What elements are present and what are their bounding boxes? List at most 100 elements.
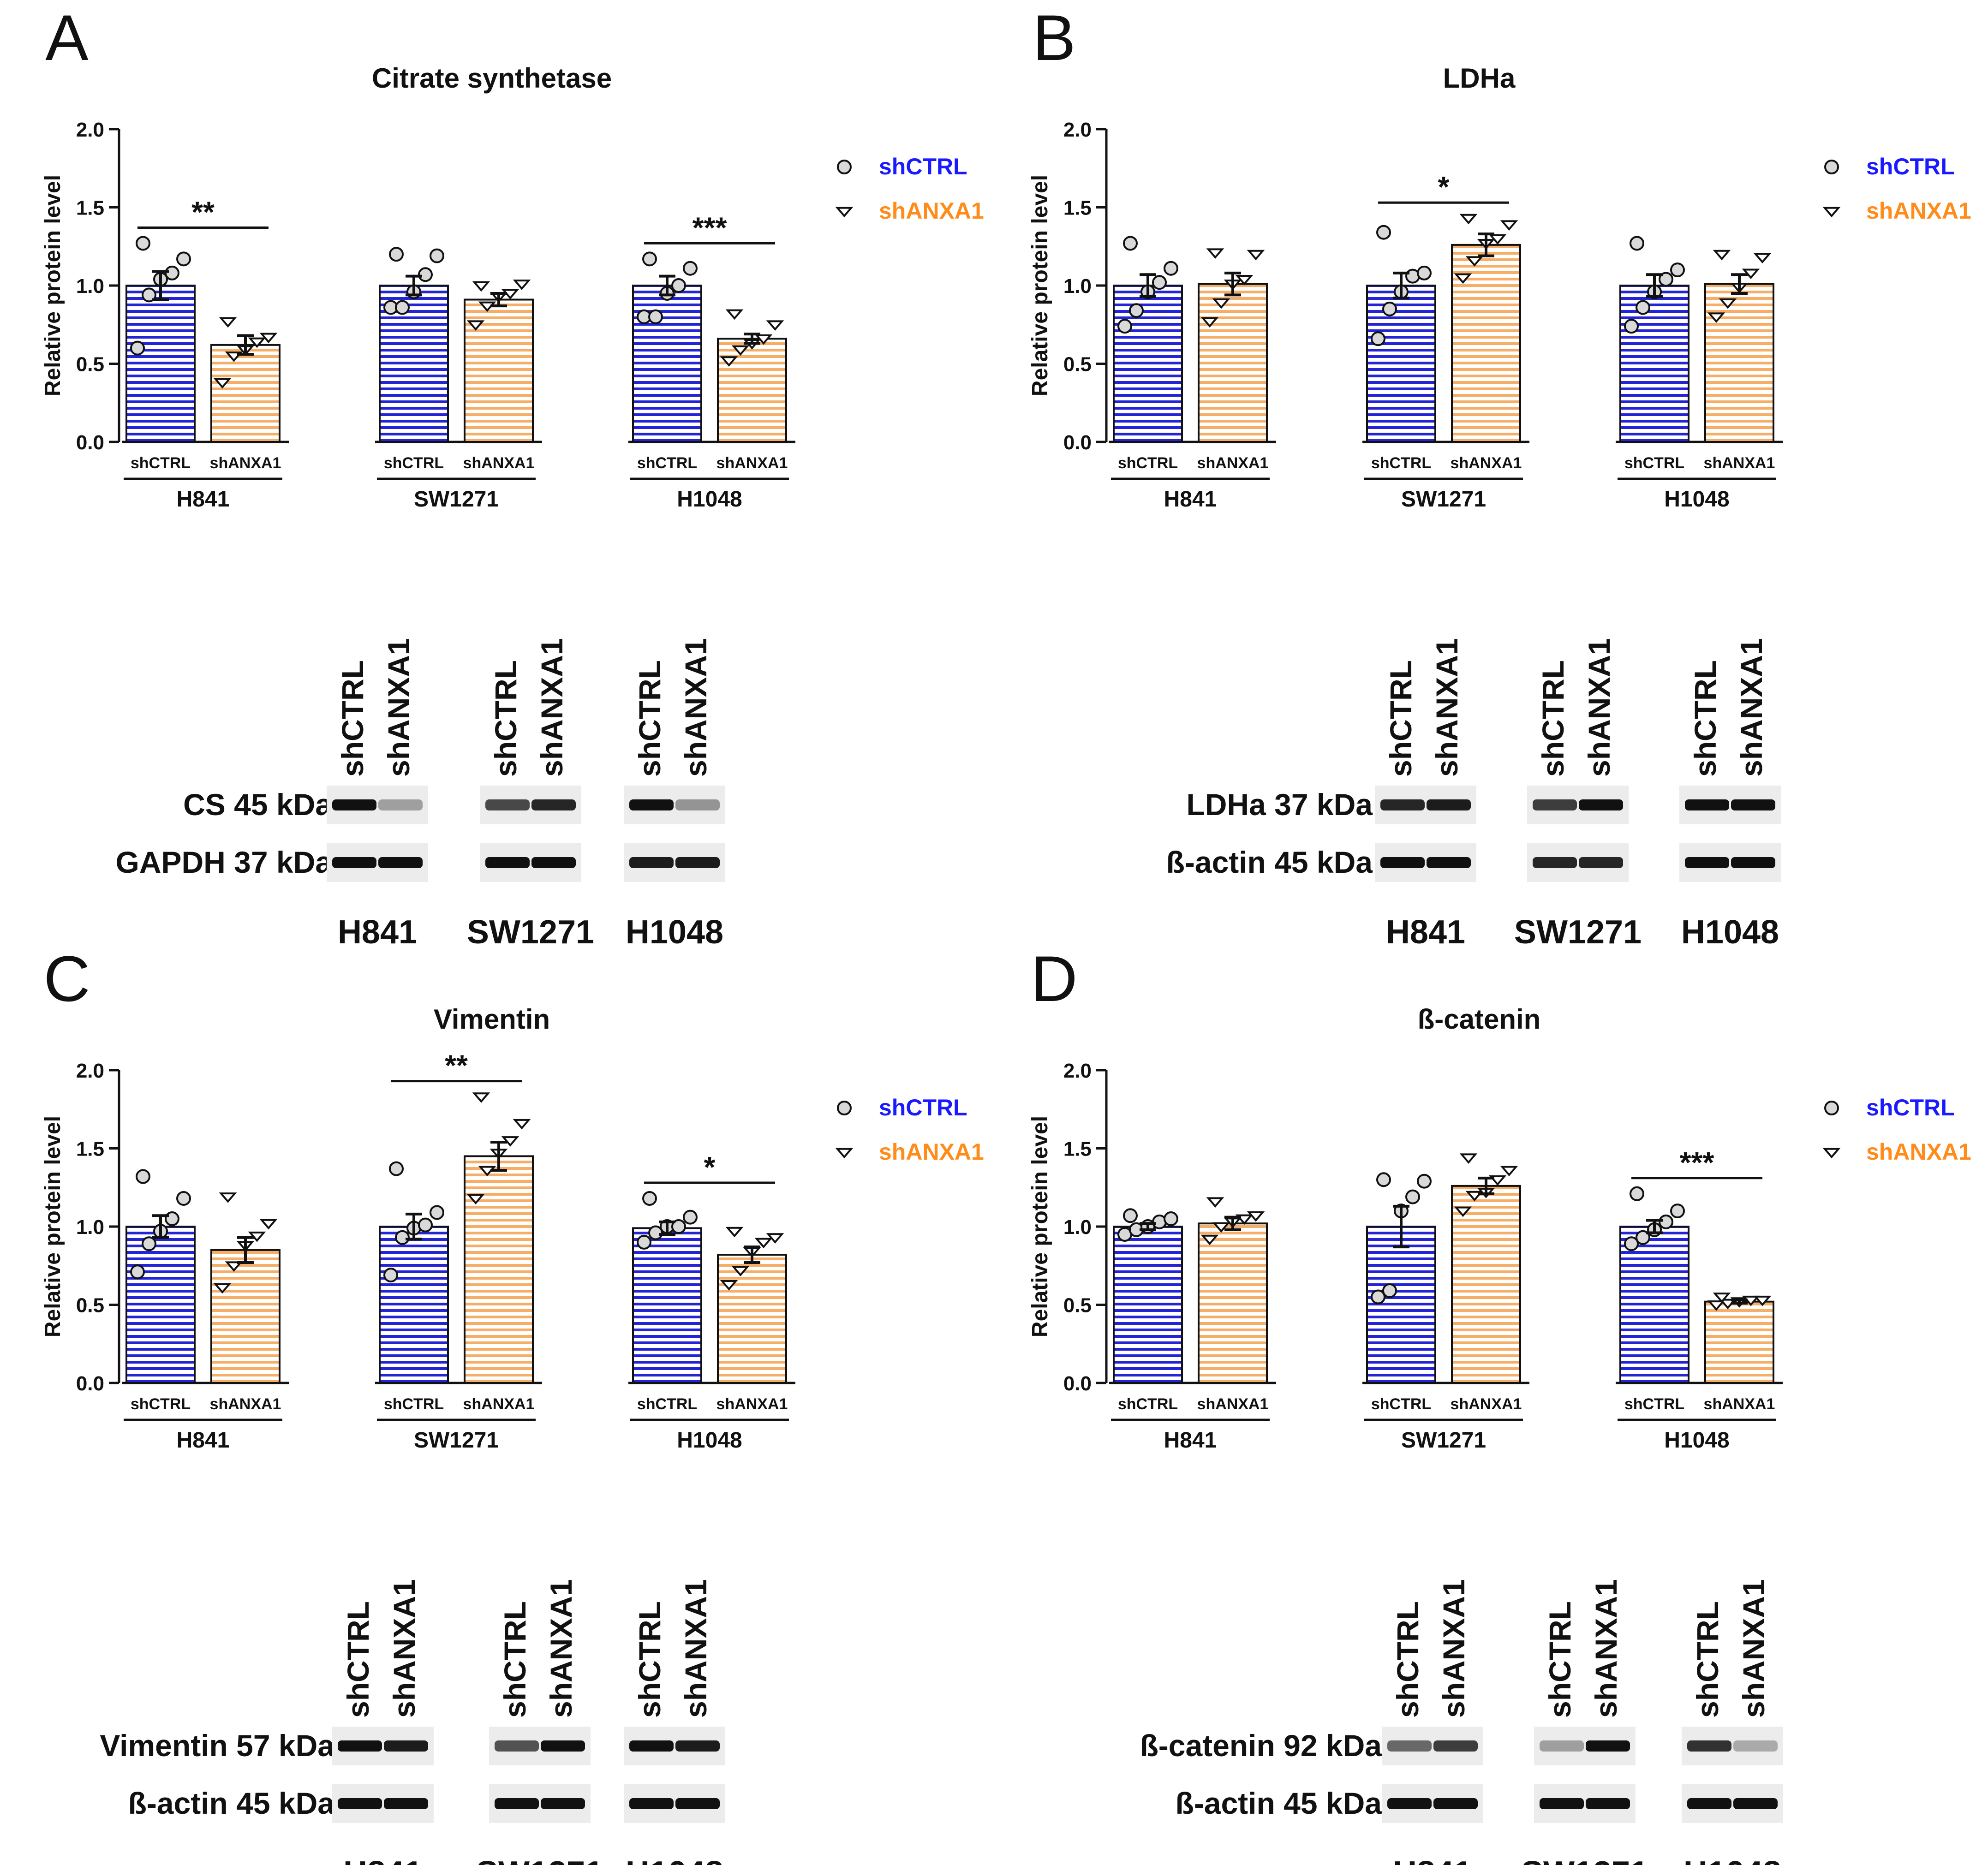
data-point-shanxa1 — [766, 320, 784, 331]
cell-line-label: SW1271 — [414, 487, 499, 512]
chart-A: A Citrate synthetase 0.0 0.5 1.0 1.5 2.0 Relati… — [41, 1, 984, 512]
bar-shanxa1-sw1271 — [464, 1155, 534, 1384]
data-point-shctrl — [1670, 1204, 1685, 1219]
data-point-shanxa1 — [466, 320, 485, 331]
western-blot-B: shCTRL shANXA1 shCTRL shANXA1 shCTRL shANXA1 L… — [1166, 638, 1781, 951]
condition-label: shANXA1 — [463, 454, 535, 472]
blot-band — [384, 1798, 428, 1809]
lane-label: shANXA1 — [382, 638, 416, 777]
condition-label: shANXA1 — [1451, 1395, 1522, 1413]
bar-shctrl-sw1271 — [1366, 1226, 1436, 1384]
lane-label: shCTRL — [633, 1601, 667, 1718]
blot-band — [675, 1740, 720, 1752]
data-point-shanxa1 — [1206, 248, 1224, 259]
chart-title: LDHa — [1443, 63, 1516, 94]
lane-label: shCTRL — [489, 660, 523, 777]
data-point-shanxa1 — [1212, 298, 1230, 309]
blot-row-label: Vimentin 57 kDa — [100, 1728, 335, 1763]
y-tick-label: 1.5 — [1063, 197, 1092, 220]
lane-label: shANXA1 — [1737, 1579, 1771, 1718]
data-point-shanxa1 — [219, 317, 237, 328]
condition-label: shANXA1 — [463, 1395, 535, 1413]
y-tick-label: 0.0 — [1063, 1372, 1092, 1395]
data-point-shctrl — [165, 1211, 179, 1227]
significance-stars: ** — [191, 195, 215, 228]
blot-band — [485, 799, 530, 810]
blot-band — [675, 857, 720, 868]
panel-letter: D — [1031, 942, 1077, 1015]
data-point-shctrl — [637, 1234, 651, 1250]
cell-line-label: H841 — [1164, 487, 1217, 512]
data-point-shanxa1 — [720, 356, 738, 367]
blot-band — [1427, 857, 1471, 868]
blot-band — [541, 1798, 585, 1809]
data-point-shctrl — [1117, 319, 1132, 334]
data-point-shanxa1 — [1500, 1166, 1518, 1177]
blot-band — [675, 799, 720, 810]
condition-label: shCTRL — [1624, 454, 1684, 472]
data-point-shanxa1 — [1206, 1197, 1224, 1208]
data-point-shanxa1 — [1707, 1300, 1725, 1311]
data-point-shanxa1 — [1500, 220, 1518, 231]
data-point-shanxa1 — [1753, 1295, 1772, 1306]
data-point-shanxa1 — [213, 1283, 232, 1294]
western-blot-D: shCTRL shANXA1 shCTRL shANXA1 shCTRL shANXA1 ß… — [1140, 1579, 1783, 1865]
data-point-shanxa1 — [1719, 298, 1737, 309]
data-point-shanxa1 — [219, 1192, 237, 1203]
data-point-shanxa1 — [1247, 1211, 1265, 1222]
blot-band — [1586, 1798, 1630, 1809]
data-point-shctrl — [683, 261, 698, 276]
blot-band — [1433, 1740, 1478, 1752]
panel-letter: C — [43, 942, 90, 1015]
condition-label: shANXA1 — [210, 1395, 281, 1413]
data-point-shctrl — [1376, 225, 1391, 240]
data-point-shctrl — [389, 1161, 404, 1176]
data-point-shanxa1 — [725, 1227, 744, 1238]
data-point-shanxa1 — [1200, 317, 1219, 328]
data-point-shctrl — [383, 1268, 398, 1283]
legend-label-shanxa1: shANXA1 — [1866, 1139, 1971, 1165]
data-point-shctrl — [1164, 261, 1178, 276]
bar-shanxa1-h841 — [1198, 283, 1268, 443]
data-point-shanxa1 — [754, 1238, 773, 1249]
blot-band — [1685, 799, 1729, 810]
blot-band — [629, 857, 674, 868]
data-point-shctrl — [130, 1264, 145, 1280]
blot-band — [1533, 799, 1577, 810]
bar-shctrl-h1048 — [632, 285, 702, 443]
y-tick-label: 0.0 — [76, 431, 104, 454]
blot-band — [1685, 857, 1729, 868]
data-point-shanxa1 — [472, 1092, 490, 1103]
bar-shctrl-h841 — [1113, 1226, 1183, 1384]
condition-label: shANXA1 — [1197, 1395, 1269, 1413]
condition-label: shANXA1 — [210, 454, 281, 472]
bar-shanxa1-h841 — [210, 1249, 281, 1384]
blot-band — [1533, 857, 1577, 868]
data-point-shctrl — [1659, 272, 1673, 287]
significance-stars: *** — [693, 211, 727, 244]
western-blot-A: shCTRL shANXA1 shCTRL shANXA1 shCTRL shANXA1 C… — [115, 638, 725, 951]
cell-line-label: H1048 — [677, 1428, 742, 1453]
data-point-shctrl — [1636, 1230, 1650, 1245]
data-point-shanxa1 — [731, 1266, 750, 1277]
data-point-shctrl — [642, 251, 657, 267]
bar-shanxa1-h1048 — [1704, 283, 1774, 443]
condition-label: shCTRL — [1624, 1395, 1684, 1413]
chart-title: Vimentin — [434, 1004, 550, 1035]
blot-band — [332, 799, 376, 810]
data-point-shctrl — [642, 1191, 657, 1206]
condition-label: shCTRL — [1371, 1395, 1431, 1413]
data-point-shctrl — [1405, 1189, 1420, 1204]
bar-shanxa1-sw1271 — [1451, 1185, 1521, 1384]
condition-label: shANXA1 — [716, 1395, 788, 1413]
condition-label: shCTRL — [384, 1395, 444, 1413]
y-tick-label: 2.0 — [1063, 119, 1092, 141]
data-point-shctrl — [430, 1205, 444, 1220]
blot-band — [1540, 1798, 1584, 1809]
blot-row-label: GAPDH 37 kDa — [115, 845, 333, 879]
condition-label: shCTRL — [1371, 454, 1431, 472]
legend-marker-shanxa1 — [835, 1148, 854, 1159]
condition-label: shCTRL — [637, 1395, 697, 1413]
significance-stars: *** — [1680, 1146, 1714, 1179]
condition-label: shCTRL — [131, 1395, 191, 1413]
